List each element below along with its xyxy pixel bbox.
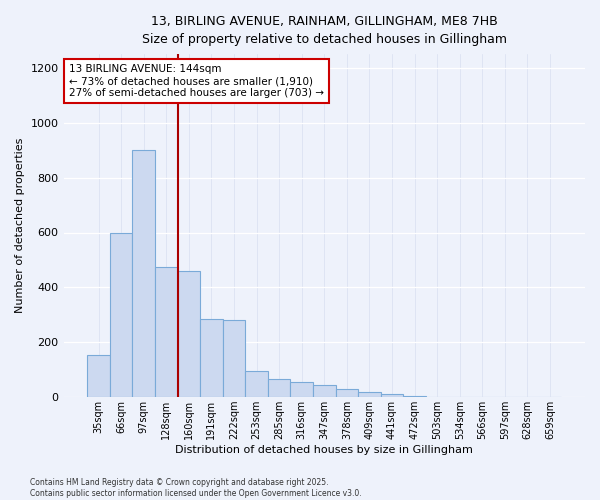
Bar [87,354,110,397]
Bar [245,371,268,397]
Bar [381,394,403,397]
Title: 13, BIRLING AVENUE, RAINHAM, GILLINGHAM, ME8 7HB
Size of property relative to de: 13, BIRLING AVENUE, RAINHAM, GILLINGHAM,… [142,15,507,46]
Bar [155,267,178,397]
Bar [335,389,358,397]
Bar [403,396,426,397]
Text: 13 BIRLING AVENUE: 144sqm
← 73% of detached houses are smaller (1,910)
27% of se: 13 BIRLING AVENUE: 144sqm ← 73% of detac… [69,64,324,98]
Bar [200,319,223,397]
Bar [313,385,335,397]
Bar [358,392,381,397]
Bar [110,232,133,397]
X-axis label: Distribution of detached houses by size in Gillingham: Distribution of detached houses by size … [175,445,473,455]
Bar [178,271,200,397]
Bar [133,150,155,397]
Y-axis label: Number of detached properties: Number of detached properties [15,138,25,314]
Bar [268,380,290,397]
Bar [223,320,245,397]
Text: Contains HM Land Registry data © Crown copyright and database right 2025.
Contai: Contains HM Land Registry data © Crown c… [30,478,362,498]
Bar [290,382,313,397]
